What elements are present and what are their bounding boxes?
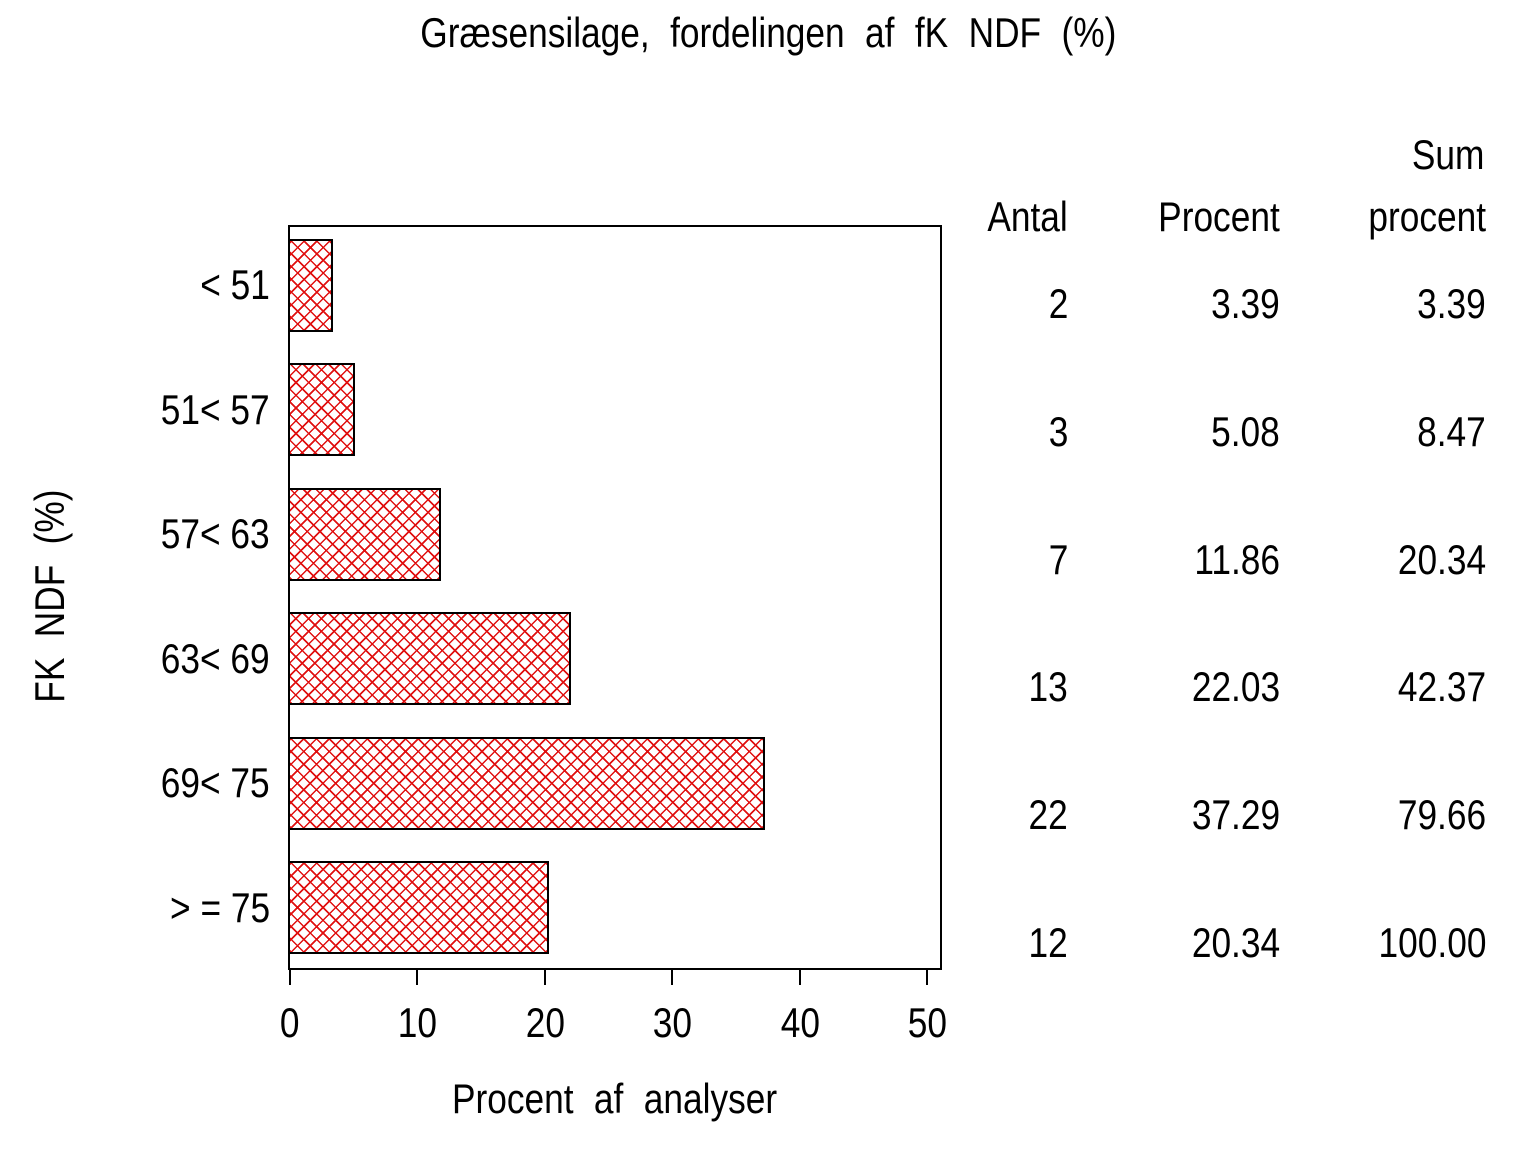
cell-antal: 22 xyxy=(1028,791,1068,838)
cell-sum-procent: 3.39 xyxy=(1417,280,1486,327)
y-tick-label: 57< 63 xyxy=(161,510,270,557)
cell-procent: 22.03 xyxy=(1191,663,1280,710)
y-tick-label: 51< 57 xyxy=(161,386,270,433)
table-row: 22 37.29 79.66 xyxy=(868,794,1486,836)
y-axis-title: FK NDF (%) xyxy=(26,489,73,703)
x-tick-label: 20 xyxy=(525,999,565,1046)
table-row: 2 3.39 3.39 xyxy=(868,283,1486,325)
y-tick-label: < 51 xyxy=(200,261,270,308)
table-row: 3 5.08 8.47 xyxy=(868,411,1486,453)
x-axis-title: Procent af analyser xyxy=(451,1075,778,1122)
chart-title: Græsensilage, fordelingen af fK NDF (%) xyxy=(0,12,1536,54)
x-tick xyxy=(926,968,928,985)
bar-ge75 xyxy=(290,861,550,954)
cell-procent: 11.86 xyxy=(1194,536,1280,583)
x-tick xyxy=(799,968,801,985)
table-row: 12 20.34 100.00 xyxy=(868,922,1486,964)
y-tick-label: > = 75 xyxy=(169,884,270,931)
x-tick-label: 50 xyxy=(907,999,947,1046)
cell-procent: 5.08 xyxy=(1211,408,1280,455)
x-tick xyxy=(289,968,291,985)
cell-antal: 13 xyxy=(1028,663,1068,710)
y-tick-label: 63< 69 xyxy=(161,635,270,682)
x-tick-label: 40 xyxy=(780,999,820,1046)
table-row: 7 11.86 20.34 xyxy=(868,539,1486,581)
plot-area xyxy=(288,225,942,970)
bar-51-57 xyxy=(290,363,355,456)
cell-antal: 2 xyxy=(1048,280,1068,327)
cell-sum-procent: 20.34 xyxy=(1397,536,1486,583)
cell-sum-procent: 100.00 xyxy=(1378,919,1486,966)
x-tick-label: 0 xyxy=(280,999,300,1046)
table-header-sum-line2: procent xyxy=(1368,193,1486,240)
bar-63-69 xyxy=(290,612,571,705)
chart-title-text: Græsensilage, fordelingen af fK NDF (%) xyxy=(419,9,1117,56)
bar-lt51 xyxy=(290,239,334,332)
cell-procent: 20.34 xyxy=(1191,919,1280,966)
table-header-sum-line1: Sum xyxy=(1411,131,1484,178)
cell-procent: 37.29 xyxy=(1191,791,1280,838)
cell-sum-procent: 79.66 xyxy=(1397,791,1486,838)
bar-69-75 xyxy=(290,737,766,830)
y-tick-label: 69< 75 xyxy=(161,759,270,806)
cell-procent: 3.39 xyxy=(1211,280,1280,327)
x-tick-label: 10 xyxy=(397,999,437,1046)
table-row: 13 22.03 42.37 xyxy=(868,666,1486,708)
x-tick xyxy=(671,968,673,985)
cell-sum-procent: 42.37 xyxy=(1397,663,1486,710)
x-tick-label: 30 xyxy=(652,999,692,1046)
table-header-procent: Procent xyxy=(1158,193,1280,240)
x-tick xyxy=(544,968,546,985)
table-header-row: Antal Procent procent xyxy=(868,196,1486,238)
table-header-antal: Antal xyxy=(987,193,1068,240)
cell-antal: 3 xyxy=(1048,408,1068,455)
cell-antal: 12 xyxy=(1028,919,1068,966)
x-tick xyxy=(416,968,418,985)
cell-sum-procent: 8.47 xyxy=(1417,408,1486,455)
bar-57-63 xyxy=(290,488,442,581)
cell-antal: 7 xyxy=(1048,536,1068,583)
